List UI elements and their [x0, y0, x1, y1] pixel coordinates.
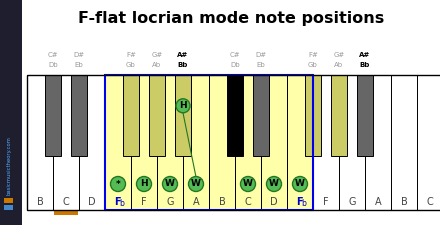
Bar — [27, 75, 53, 210]
Text: basicmusictheory.com: basicmusictheory.com — [7, 136, 11, 195]
Bar — [261, 75, 287, 210]
Text: F#: F# — [126, 52, 136, 58]
Text: G: G — [348, 197, 356, 207]
Text: Gb: Gb — [126, 62, 136, 68]
Text: *: * — [116, 180, 121, 189]
Circle shape — [176, 99, 190, 113]
Text: C: C — [245, 197, 251, 207]
Circle shape — [267, 176, 282, 191]
Bar — [4, 205, 13, 210]
Text: D: D — [270, 197, 278, 207]
Text: Ab: Ab — [152, 62, 161, 68]
Bar — [53, 75, 79, 210]
Text: W: W — [243, 180, 253, 189]
Circle shape — [136, 176, 151, 191]
Text: C: C — [62, 197, 70, 207]
Text: Bb: Bb — [178, 62, 188, 68]
Bar — [27, 75, 440, 210]
Text: F: F — [296, 197, 302, 207]
Bar — [391, 75, 417, 210]
Bar — [227, 75, 243, 156]
Bar — [131, 75, 157, 210]
Text: B: B — [401, 197, 407, 207]
Text: W: W — [191, 180, 201, 189]
Text: G#: G# — [334, 52, 345, 58]
Text: D: D — [88, 197, 96, 207]
Text: B: B — [37, 197, 44, 207]
Text: A#: A# — [177, 52, 189, 58]
Bar — [235, 75, 261, 210]
Text: D#: D# — [73, 52, 84, 58]
Bar — [339, 75, 365, 210]
Bar — [417, 75, 440, 210]
Bar — [45, 75, 61, 156]
Text: W: W — [165, 180, 175, 189]
Bar — [71, 75, 87, 156]
Text: F: F — [141, 197, 147, 207]
Bar — [0, 0, 22, 225]
Text: H: H — [140, 180, 148, 189]
Bar — [157, 75, 183, 210]
Bar — [4, 198, 13, 203]
Text: Ab: Ab — [334, 62, 344, 68]
Bar — [331, 75, 347, 156]
Bar — [287, 75, 313, 210]
Text: F: F — [323, 197, 329, 207]
Text: Eb: Eb — [257, 62, 265, 68]
Bar — [149, 75, 165, 156]
Text: b: b — [120, 200, 125, 209]
Circle shape — [293, 176, 308, 191]
Bar — [105, 75, 313, 210]
Bar — [175, 75, 191, 156]
Bar — [313, 75, 339, 210]
Text: Eb: Eb — [75, 62, 83, 68]
Bar — [54, 211, 78, 215]
Bar — [123, 75, 139, 156]
Bar — [357, 75, 373, 156]
Bar — [209, 75, 235, 210]
Text: F: F — [114, 197, 120, 207]
Circle shape — [241, 176, 256, 191]
Text: A#: A# — [359, 52, 370, 58]
Bar — [105, 75, 131, 210]
Bar — [365, 75, 391, 210]
Bar — [253, 75, 269, 156]
Text: W: W — [295, 180, 305, 189]
Text: C: C — [427, 197, 433, 207]
Text: F-flat locrian mode note positions: F-flat locrian mode note positions — [78, 11, 384, 25]
Circle shape — [162, 176, 177, 191]
Text: Bb: Bb — [360, 62, 370, 68]
Text: b: b — [301, 200, 306, 209]
Text: W: W — [269, 180, 279, 189]
Text: C#: C# — [48, 52, 59, 58]
Text: C#: C# — [230, 52, 240, 58]
Text: Gb: Gb — [308, 62, 318, 68]
Bar — [305, 75, 321, 156]
Bar — [79, 75, 105, 210]
Bar — [183, 75, 209, 210]
Text: H: H — [179, 101, 187, 110]
Circle shape — [188, 176, 203, 191]
Text: Db: Db — [230, 62, 240, 68]
Text: G#: G# — [151, 52, 163, 58]
Text: A: A — [375, 197, 381, 207]
Text: A: A — [193, 197, 199, 207]
Text: G: G — [166, 197, 174, 207]
Text: B: B — [219, 197, 225, 207]
Circle shape — [110, 176, 125, 191]
Text: Db: Db — [48, 62, 58, 68]
Text: F#: F# — [308, 52, 318, 58]
Text: D#: D# — [256, 52, 267, 58]
